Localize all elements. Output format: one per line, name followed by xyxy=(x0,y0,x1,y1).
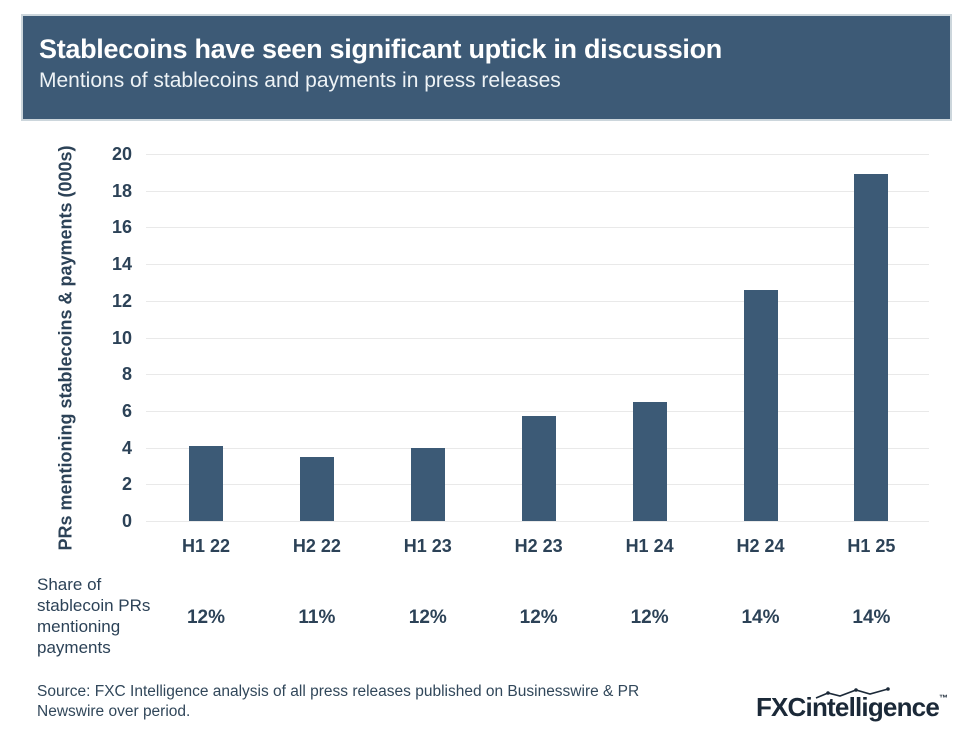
x-tick-label: H1 25 xyxy=(847,536,896,556)
y-tick-label: 0 xyxy=(121,511,132,531)
source-line: Newswire over period. xyxy=(37,703,191,720)
gridline xyxy=(146,264,929,266)
share-value: 12% xyxy=(408,607,447,628)
bar-h2-22 xyxy=(299,456,334,521)
logo-text: intelligence xyxy=(805,692,940,722)
x-tick-label: H2 24 xyxy=(736,536,785,556)
y-tick-label: 20 xyxy=(111,144,132,164)
share-label-line: payments xyxy=(37,638,111,657)
gridline xyxy=(146,374,929,376)
bar-h2-23 xyxy=(521,416,556,521)
source-note: Source: FXC Intelligence analysis of all… xyxy=(37,682,639,722)
bar-h1-23 xyxy=(410,447,445,521)
share-value: 11% xyxy=(298,607,336,628)
x-tick-label: H1 22 xyxy=(181,536,231,556)
bar-h1-25 xyxy=(854,174,889,521)
gridline xyxy=(146,521,929,522)
y-tick-label: 16 xyxy=(111,217,132,238)
y-tick-label: 18 xyxy=(111,180,132,201)
share-label-line: mentioning xyxy=(37,617,121,636)
y-tick-label: 10 xyxy=(111,327,132,348)
share-value: 12% xyxy=(630,607,669,628)
gridline xyxy=(146,337,929,339)
x-tick-label: H2 23 xyxy=(514,536,563,556)
gridline xyxy=(146,154,929,155)
logo-text-bold: FXC xyxy=(755,692,806,722)
share-value: 12% xyxy=(186,607,226,628)
bar-h1-24 xyxy=(632,401,667,521)
chart-title: Stablecoins have seen significant uptick… xyxy=(39,34,722,64)
x-tick-label: H1 24 xyxy=(625,536,674,556)
share-label-line: stablecoin PRs xyxy=(37,596,151,615)
y-tick-label: 6 xyxy=(121,400,132,421)
share-value: 14% xyxy=(741,607,780,628)
y-tick-label: 8 xyxy=(121,364,132,385)
share-value: 14% xyxy=(852,607,891,628)
gridline xyxy=(146,190,929,192)
trademark-symbol: ™ xyxy=(939,693,948,703)
y-tick-label: 12 xyxy=(111,290,132,311)
x-tick-label: H2 22 xyxy=(292,536,341,556)
chart-header: Stablecoins have seen significant uptick… xyxy=(21,14,952,121)
bar-h2-24 xyxy=(743,289,778,521)
logo-sparkline-icon xyxy=(815,687,890,699)
share-label-line: Share of xyxy=(37,575,102,594)
share-row-label: Share of stablecoin PRs mentioning payments xyxy=(37,574,150,658)
chart-subtitle: Mentions of stablecoins and payments in … xyxy=(39,69,561,92)
share-value: 12% xyxy=(519,607,558,628)
y-tick-label: 14 xyxy=(111,254,132,275)
fxc-intelligence-logo: FXCintelligence™ xyxy=(755,687,948,723)
gridline xyxy=(146,300,929,302)
y-tick-label: 4 xyxy=(121,437,132,458)
y-tick-label: 2 xyxy=(121,474,132,495)
bar-h1-22 xyxy=(189,445,223,521)
source-line: Source: FXC Intelligence analysis of all… xyxy=(37,683,640,700)
gridline xyxy=(146,410,929,412)
x-tick-label: H1 23 xyxy=(403,536,452,556)
gridline xyxy=(146,227,929,229)
